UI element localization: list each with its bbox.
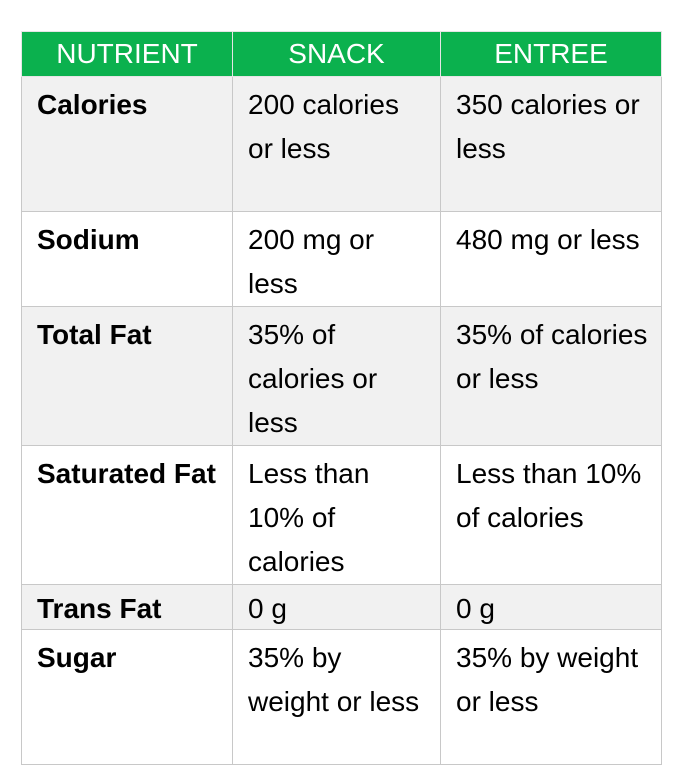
snack-cell: 0 g xyxy=(232,584,441,630)
table-row: Saturated Fat Less than 10% of calories … xyxy=(21,445,662,585)
entree-cell: 35% by weight or less xyxy=(440,629,662,765)
nutrient-cell: Calories xyxy=(21,76,233,212)
table-row: Total Fat 35% of calories or less 35% of… xyxy=(21,306,662,446)
snack-cell: 200 calories or less xyxy=(232,76,441,212)
table-row: Calories 200 calories or less 350 calori… xyxy=(21,76,662,212)
table-row: Trans Fat 0 g 0 g xyxy=(21,584,662,630)
column-header-nutrient: NUTRIENT xyxy=(21,31,233,77)
table-row: Sodium 200 mg or less 480 mg or less xyxy=(21,211,662,307)
entree-cell: 35% of calories or less xyxy=(440,306,662,446)
table-header-row: NUTRIENT SNACK ENTREE xyxy=(21,31,662,77)
entree-cell: 0 g xyxy=(440,584,662,630)
entree-cell: Less than 10% of calories xyxy=(440,445,662,585)
snack-cell: 200 mg or less xyxy=(232,211,441,307)
snack-cell: Less than 10% of calories xyxy=(232,445,441,585)
entree-cell: 480 mg or less xyxy=(440,211,662,307)
nutrient-cell: Trans Fat xyxy=(21,584,233,630)
nutrient-cell: Sugar xyxy=(21,629,233,765)
table-row: Sugar 35% by weight or less 35% by weigh… xyxy=(21,629,662,765)
nutrient-cell: Total Fat xyxy=(21,306,233,446)
nutrient-cell: Sodium xyxy=(21,211,233,307)
entree-cell: 350 calories or less xyxy=(440,76,662,212)
column-header-snack: SNACK xyxy=(232,31,441,77)
snack-cell: 35% by weight or less xyxy=(232,629,441,765)
column-header-entree: ENTREE xyxy=(440,31,662,77)
nutrition-standards-table: NUTRIENT SNACK ENTREE Calories 200 calor… xyxy=(21,31,662,765)
snack-cell: 35% of calories or less xyxy=(232,306,441,446)
nutrient-cell: Saturated Fat xyxy=(21,445,233,585)
